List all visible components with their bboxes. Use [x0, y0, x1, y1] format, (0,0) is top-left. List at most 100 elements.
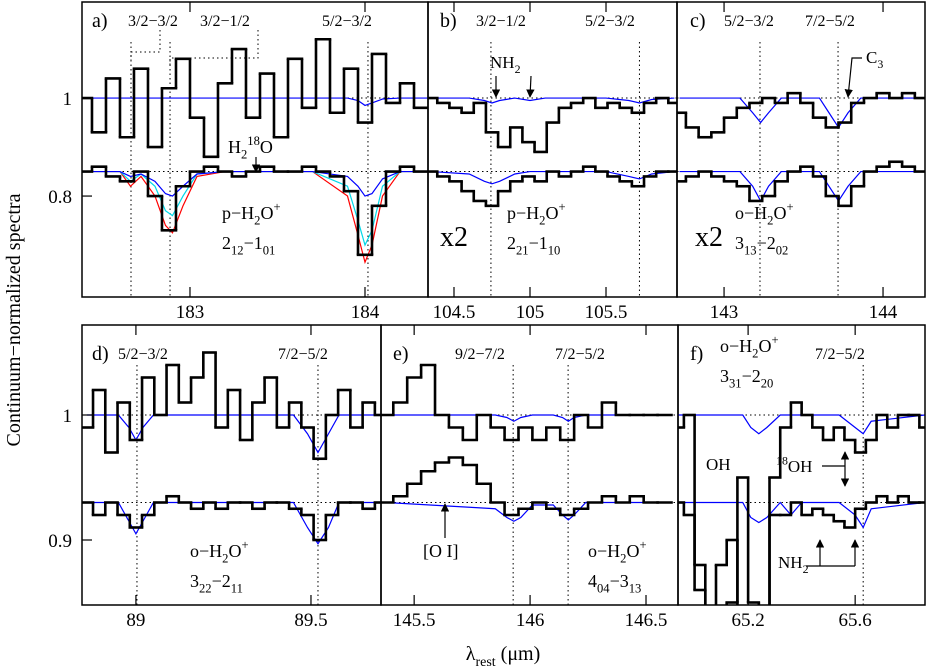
panel-line — [678, 365, 925, 605]
step-riser — [682, 402, 921, 605]
text-run: OH — [788, 457, 813, 476]
text-run: −3 — [610, 571, 629, 591]
text-run: H — [228, 137, 241, 157]
transition-label: 5/2−3/2 — [585, 13, 635, 30]
panel-label: d) — [92, 343, 109, 365]
transition-label: 3/2−3/2 — [128, 13, 178, 30]
transition-label: 7/2−5/2 — [805, 13, 855, 30]
text-run: o−H — [720, 336, 752, 356]
panel-label: f) — [690, 343, 703, 365]
panel-label: b) — [440, 10, 457, 32]
panel-frame — [81, 324, 382, 606]
text-run: 3 — [735, 233, 744, 253]
transition-label: 5/2−3/2 — [118, 346, 168, 363]
text-supscript: + — [558, 200, 565, 214]
step-riser — [391, 365, 618, 440]
text-run: −1 — [529, 233, 548, 253]
text-supscript: + — [786, 200, 793, 214]
step-riser — [435, 98, 670, 152]
model-curve — [386, 414, 665, 422]
text-subscript: 2 — [803, 562, 809, 576]
annotation: o−H2O+ — [735, 200, 794, 228]
text-subscript: 31 — [729, 376, 742, 390]
leader-line — [169, 30, 259, 68]
x-tick-label: 65.2 — [731, 610, 764, 631]
annotation: x2 — [440, 222, 468, 253]
model-curve — [84, 97, 428, 107]
text-supscript: + — [273, 200, 280, 214]
x-axis-label: λrest (μm) — [466, 643, 541, 669]
annotation: x2 — [695, 222, 723, 253]
text-subscript: 20 — [761, 376, 774, 390]
text-run: p−H — [222, 203, 254, 223]
text-run: NH — [490, 53, 515, 72]
leader-line — [130, 30, 161, 62]
x-tick-label: 105 — [516, 302, 545, 323]
step-riser — [435, 166, 658, 206]
x-tick-label: 184 — [351, 302, 380, 323]
y-axis-label: Continuum−normalized spectra — [3, 193, 25, 446]
text-subscript: 2 — [539, 213, 545, 227]
text-subscript: 04 — [597, 581, 610, 595]
panel-label: a) — [92, 10, 108, 32]
annotation: 313−202 — [735, 233, 788, 257]
text-supscript: 18 — [247, 134, 260, 148]
text-run: O — [260, 203, 273, 223]
annotation: o−H2O+ — [190, 538, 249, 566]
text-run: O — [758, 336, 771, 356]
x-tick-label: 146 — [516, 610, 545, 631]
transition-label: 7/2−5/2 — [278, 346, 328, 363]
text-run: 3 — [720, 366, 729, 386]
transition-label: 3/2−1/2 — [476, 13, 526, 30]
panel-line — [428, 42, 677, 297]
text-supscript: 18 — [776, 453, 788, 467]
model-curve — [86, 501, 381, 545]
model-curve — [431, 97, 675, 104]
text-subscript: 3 — [877, 57, 883, 71]
text-run: p−H — [507, 203, 539, 223]
model-curve — [84, 170, 428, 197]
model-curve — [386, 501, 665, 522]
text-supscript: + — [771, 333, 778, 347]
text-subscript: 22 — [199, 581, 212, 595]
text-subscript: 01 — [263, 243, 276, 257]
annotation: 212−101 — [222, 233, 275, 257]
annotation: NH2 — [778, 553, 809, 576]
text-run: −2 — [742, 366, 761, 386]
text-subscript: 2 — [620, 551, 626, 565]
panel-label: e) — [393, 343, 409, 365]
text-subscript: 2 — [515, 62, 521, 76]
text-run: 2 — [507, 233, 516, 253]
arrow — [526, 75, 535, 98]
panel-line — [82, 351, 381, 605]
panel-label: c) — [690, 10, 706, 32]
text-subscript: 2 — [254, 213, 260, 227]
text-subscript: 2 — [767, 213, 773, 227]
text-run: [O I] — [423, 541, 458, 561]
x-tick-label: 144 — [869, 302, 898, 323]
annotation: p−H2O+ — [507, 200, 566, 228]
text-run: o−H — [735, 203, 767, 223]
x-tick-label: 89.5 — [294, 610, 327, 631]
text-run: O — [545, 203, 558, 223]
x-tick-label: 145.5 — [393, 610, 436, 631]
text-run: −2 — [212, 571, 231, 591]
panel-frame — [380, 324, 679, 606]
annotation: o−H2O+ — [720, 333, 779, 361]
step-riser — [684, 93, 917, 138]
annotation: C3 — [866, 48, 883, 71]
annotation: 18OH — [776, 453, 812, 476]
step-riser — [684, 161, 917, 206]
text-run: 2 — [222, 233, 231, 253]
text-run: x2 — [695, 222, 723, 253]
text-run: O — [228, 541, 241, 561]
text-run: o−H — [588, 541, 620, 561]
text-supscript: + — [639, 538, 646, 552]
text-subscript: 2 — [241, 147, 247, 161]
annotation: o−H2O+ — [588, 538, 647, 566]
text-subscript: 12 — [231, 243, 244, 257]
step-riser — [391, 457, 645, 515]
text-run: O — [626, 541, 639, 561]
model-curve — [86, 414, 381, 454]
